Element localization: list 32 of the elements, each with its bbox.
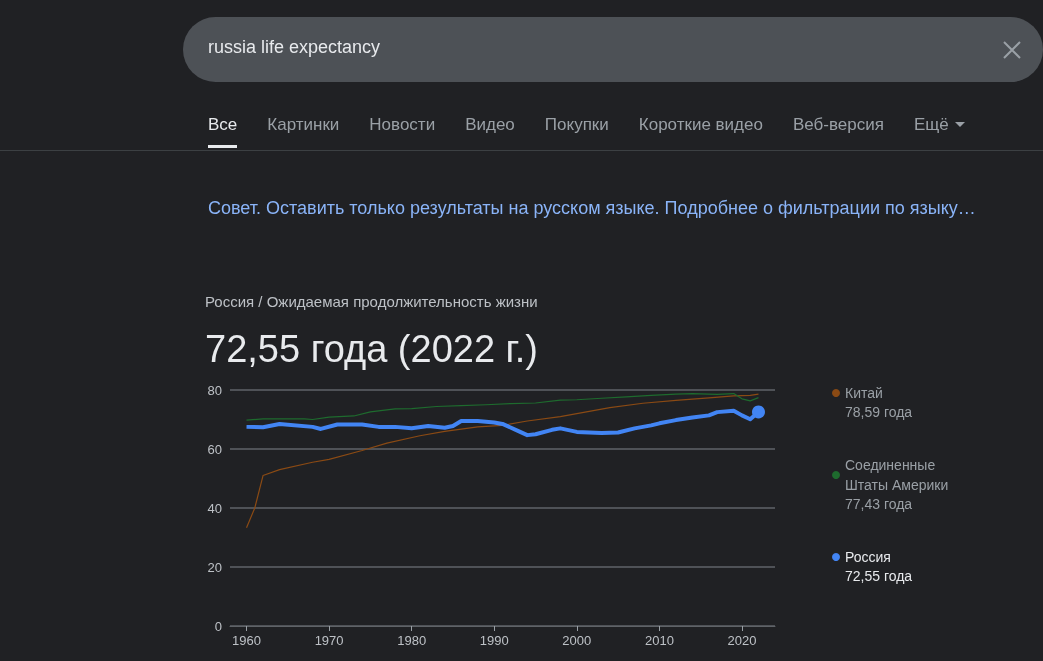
text: russia life expectancy [208, 37, 381, 58]
legend-label: Соединенные Штаты Америки [845, 457, 949, 493]
y-tick-label: 80 [207, 382, 222, 398]
x-tick-label: 1970 [314, 633, 344, 648]
chart-subtitle: Россия / Ожидаемая продолжительность жизни [205, 293, 538, 310]
chart-title: 72,55 года (2022 г.) [205, 328, 539, 370]
x-tick-label: 2020 [727, 633, 757, 648]
text: 78,59 года [845, 404, 913, 420]
x-tick-label: 1980 [397, 633, 427, 648]
y-tick-label: 40 [207, 500, 222, 516]
x-tick-label: 2000 [562, 633, 592, 648]
legend-label: Россия [845, 549, 891, 565]
y-tick-label: 0 [214, 618, 222, 634]
text: 72,55 года [845, 568, 913, 584]
line-series [245, 392, 760, 421]
line-series [245, 393, 760, 529]
text: Совет. Оставить только результаты на русском языке. Подробнее о фильтрации по языку… [208, 197, 977, 220]
y-tick-label: 20 [207, 559, 222, 575]
legend-label: Китай [845, 385, 883, 401]
x-tick-label: 1990 [479, 633, 509, 648]
x-tick-label: 2010 [644, 633, 674, 648]
text: Картинки [267, 115, 340, 136]
text: Ещё [913, 115, 950, 136]
text: Видео [465, 115, 515, 136]
text: Все [208, 115, 238, 148]
text: Новости [369, 115, 436, 136]
text: Покупки [544, 115, 609, 136]
y-tick-label: 60 [207, 441, 222, 457]
text: Короткие видео [638, 115, 763, 136]
x-tick-label: 1960 [232, 633, 261, 648]
text: 77,43 года [845, 496, 913, 512]
text: Веб-версия [792, 115, 884, 136]
